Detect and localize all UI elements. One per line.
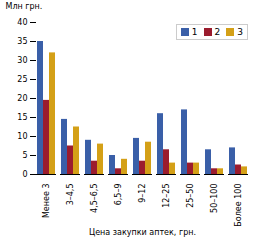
html-text:1: 1 xyxy=(191,27,198,37)
svg-text:35: 35 xyxy=(17,37,27,46)
svg-text:0: 0 xyxy=(22,170,27,179)
svg-text:4,5–6,5: 4,5–6,5 xyxy=(90,184,99,213)
html-text:3: 3 xyxy=(237,27,243,37)
svg-text:10: 10 xyxy=(17,132,27,141)
svg-text:20: 20 xyxy=(17,94,27,103)
svg-text:25: 25 xyxy=(17,75,27,84)
svg-text:Цена закупки аптек, грн.: Цена закупки аптек, грн. xyxy=(89,228,196,237)
svg-text:50–100: 50–100 xyxy=(210,184,219,213)
svg-text:40: 40 xyxy=(17,18,27,27)
svg-text:Более 100: Более 100 xyxy=(234,184,243,227)
svg-text:5: 5 xyxy=(22,151,27,160)
svg-text:Менее 3: Менее 3 xyxy=(42,184,51,219)
svg-text:9–12: 9–12 xyxy=(138,184,147,203)
svg-text:3–4,5: 3–4,5 xyxy=(66,184,75,206)
html-text:2: 2 xyxy=(214,27,221,37)
svg-text:30: 30 xyxy=(17,56,27,65)
svg-text:6,5–9: 6,5–9 xyxy=(114,184,123,206)
svg-text:Млн грн.: Млн грн. xyxy=(6,2,43,11)
svg-text:12–25: 12–25 xyxy=(162,184,171,208)
svg-text:25–50: 25–50 xyxy=(186,184,195,208)
svg-text:15: 15 xyxy=(17,113,27,122)
